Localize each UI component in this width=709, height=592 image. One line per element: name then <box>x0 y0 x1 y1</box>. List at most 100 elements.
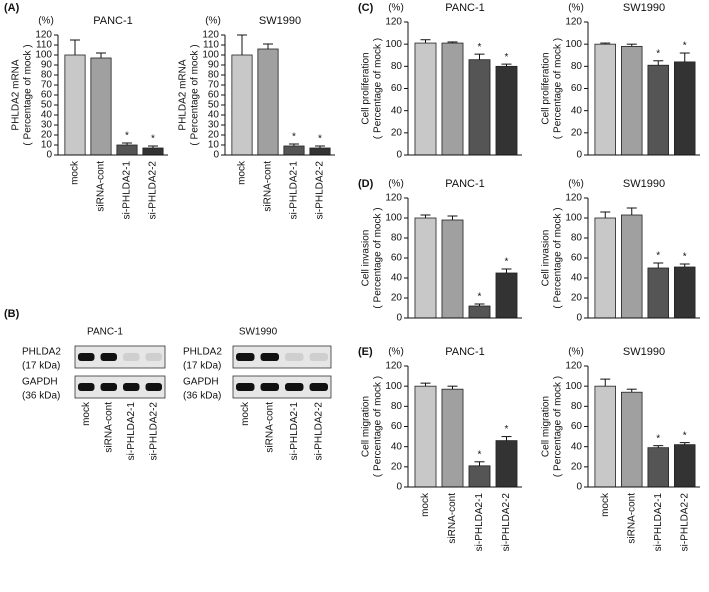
y-tick-label: 30 <box>41 120 53 131</box>
error-bar <box>653 262 664 268</box>
bar <box>674 444 696 488</box>
y-tick-label: 0 <box>576 313 582 324</box>
error-bar <box>600 378 611 387</box>
bar <box>621 214 643 319</box>
chart-title: PANC-1 <box>445 346 485 358</box>
y-tick-label: 60 <box>208 90 220 101</box>
x-tick-label: si-PHLDA2-2 <box>315 161 326 220</box>
blot-lane-label: si-PHLDA2-1 <box>289 402 300 461</box>
blot-row-size: (36 kDa) <box>22 391 60 402</box>
y-tick-label: 90 <box>41 60 53 71</box>
y-tick-label: 40 <box>391 441 403 452</box>
y-tick-label: 60 <box>391 83 403 94</box>
y-tick-label: 100 <box>565 213 582 224</box>
y-tick-label: 0 <box>213 150 219 161</box>
y-tick-label: 120 <box>385 17 402 28</box>
y-axis-label: ( Percentage of mock ) <box>373 38 384 139</box>
y-tick-label: 100 <box>202 50 219 61</box>
y-tick-label: 70 <box>208 80 220 91</box>
error-bar <box>474 303 485 306</box>
blot-lane-label: mock <box>240 401 251 426</box>
error-bar <box>626 43 637 47</box>
bar <box>441 388 464 488</box>
blot-membrane <box>232 345 332 369</box>
error-bar <box>501 268 512 273</box>
error-bar <box>420 214 431 218</box>
bar <box>90 57 112 156</box>
x-tick-label: si-PHLDA2-2 <box>679 493 690 552</box>
y-tick-label: 40 <box>571 273 583 284</box>
bar <box>621 391 643 488</box>
chart-title: PANC-1 <box>93 15 133 27</box>
bar <box>441 42 464 156</box>
unit-label: (%) <box>568 179 584 190</box>
y-tick-label: 40 <box>391 273 403 284</box>
y-tick-label: 40 <box>571 105 583 116</box>
y-axis-label: Cell invasion <box>541 230 552 287</box>
blot-band <box>260 383 279 391</box>
error-bar <box>447 41 458 44</box>
y-tick-label: 50 <box>208 100 220 111</box>
bar <box>495 440 518 488</box>
significance-mark: * <box>478 449 482 460</box>
blot-title: SW1990 <box>239 327 278 338</box>
y-axis-label: PHLDA2 mRNA <box>178 59 189 130</box>
error-bar <box>96 52 106 58</box>
error-bar <box>653 60 664 66</box>
y-tick-label: 0 <box>576 150 582 161</box>
panel-label: (A) <box>4 2 20 14</box>
y-tick-label: 20 <box>41 130 53 141</box>
unit-label: (%) <box>388 3 404 14</box>
panel-label: (D) <box>358 178 374 190</box>
y-tick-label: 120 <box>202 30 219 41</box>
y-tick-label: 80 <box>208 70 220 81</box>
blot-lane-label: si-PHLDA2-1 <box>126 402 137 461</box>
chart-title: SW1990 <box>259 15 301 27</box>
y-axis-label: ( Percentage of mock ) <box>23 44 34 145</box>
y-axis-label: ( Percentage of mock ) <box>373 376 384 477</box>
blot-membrane <box>74 345 166 369</box>
blot-row-size: (17 kDa) <box>22 361 60 372</box>
blot-band <box>145 383 162 391</box>
error-bar <box>420 39 431 44</box>
y-tick-label: 20 <box>208 130 220 141</box>
blot-lane-label: siRNA-cont <box>103 402 114 453</box>
y-tick-label: 20 <box>391 461 403 472</box>
error-bar <box>679 52 690 62</box>
y-tick-label: 120 <box>565 17 582 28</box>
y-tick-label: 0 <box>396 150 402 161</box>
error-bar <box>122 142 132 145</box>
x-tick-label: mock <box>420 492 431 517</box>
error-bar <box>447 385 458 390</box>
y-tick-label: 100 <box>35 50 52 61</box>
panel-label: (B) <box>4 308 20 320</box>
blot-band <box>236 383 255 391</box>
chart-title: SW1990 <box>623 178 665 190</box>
blot-lane-label: si-PHLDA2-2 <box>313 402 324 461</box>
y-tick-label: 80 <box>571 401 583 412</box>
bar <box>647 267 669 319</box>
y-tick-label: 20 <box>571 461 583 472</box>
error-bar <box>626 388 637 393</box>
error-bar <box>148 145 158 148</box>
error-bar <box>447 215 458 220</box>
y-tick-label: 40 <box>208 110 220 121</box>
y-tick-label: 100 <box>565 381 582 392</box>
x-tick-label: siRNA-cont <box>447 493 458 544</box>
blot-row-label: GAPDH <box>183 377 219 388</box>
y-tick-label: 100 <box>385 39 402 50</box>
significance-mark: * <box>125 131 129 142</box>
bar <box>142 147 164 156</box>
significance-mark: * <box>478 42 482 53</box>
error-bar <box>501 63 512 67</box>
bar <box>309 147 331 156</box>
chart-title: SW1990 <box>623 2 665 14</box>
blot-membrane <box>74 375 166 399</box>
error-bar <box>420 382 431 387</box>
error-bar <box>679 263 690 267</box>
error-bar <box>679 442 690 445</box>
y-tick-label: 80 <box>391 233 403 244</box>
blot-row-label: GAPDH <box>22 377 58 388</box>
bar <box>468 59 491 156</box>
x-tick-label: si-PHLDA2-1 <box>474 493 485 552</box>
